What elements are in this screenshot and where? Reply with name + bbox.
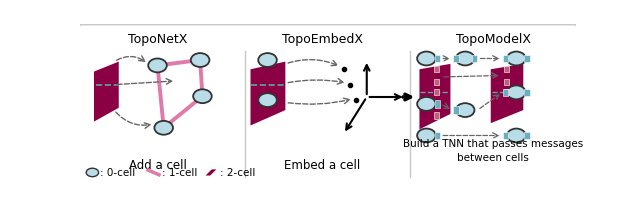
Ellipse shape — [259, 94, 277, 108]
Polygon shape — [491, 64, 524, 124]
Ellipse shape — [259, 54, 277, 68]
Polygon shape — [250, 62, 285, 126]
Ellipse shape — [417, 52, 436, 66]
FancyBboxPatch shape — [434, 113, 439, 119]
Text: Add a cell: Add a cell — [129, 158, 186, 171]
FancyBboxPatch shape — [524, 55, 530, 63]
FancyBboxPatch shape — [434, 67, 439, 73]
Ellipse shape — [417, 129, 436, 143]
Ellipse shape — [507, 129, 525, 143]
Polygon shape — [205, 170, 216, 176]
Text: Build a TNN that passes messages
between cells: Build a TNN that passes messages between… — [403, 139, 583, 162]
FancyBboxPatch shape — [434, 90, 439, 96]
FancyBboxPatch shape — [524, 89, 530, 97]
FancyBboxPatch shape — [503, 132, 508, 140]
Ellipse shape — [456, 52, 474, 66]
Text: : 1-cell: : 1-cell — [162, 168, 198, 178]
FancyBboxPatch shape — [524, 132, 530, 140]
Ellipse shape — [191, 54, 209, 68]
Ellipse shape — [507, 52, 525, 66]
Ellipse shape — [154, 121, 173, 135]
Ellipse shape — [193, 90, 212, 104]
Ellipse shape — [507, 86, 525, 100]
Text: : 2-cell: : 2-cell — [220, 168, 255, 178]
Ellipse shape — [148, 59, 167, 73]
FancyBboxPatch shape — [504, 90, 509, 96]
Ellipse shape — [417, 97, 436, 111]
FancyBboxPatch shape — [503, 55, 508, 63]
FancyBboxPatch shape — [472, 55, 477, 63]
FancyBboxPatch shape — [435, 55, 440, 63]
Text: : 0-cell: : 0-cell — [100, 168, 136, 178]
Polygon shape — [419, 64, 451, 130]
FancyBboxPatch shape — [504, 67, 509, 73]
Polygon shape — [94, 62, 119, 122]
Text: TopoEmbedX: TopoEmbedX — [282, 33, 363, 46]
Ellipse shape — [456, 104, 474, 117]
FancyBboxPatch shape — [453, 107, 459, 114]
FancyBboxPatch shape — [435, 101, 440, 108]
Text: TopoModelX: TopoModelX — [456, 33, 531, 46]
Ellipse shape — [86, 168, 99, 177]
FancyBboxPatch shape — [79, 26, 577, 185]
FancyBboxPatch shape — [503, 89, 508, 97]
FancyBboxPatch shape — [453, 55, 459, 63]
FancyBboxPatch shape — [434, 79, 439, 85]
FancyBboxPatch shape — [504, 79, 509, 85]
FancyBboxPatch shape — [435, 132, 440, 140]
Text: TopoNetX: TopoNetX — [128, 33, 187, 46]
Text: Embed a cell: Embed a cell — [284, 158, 361, 171]
